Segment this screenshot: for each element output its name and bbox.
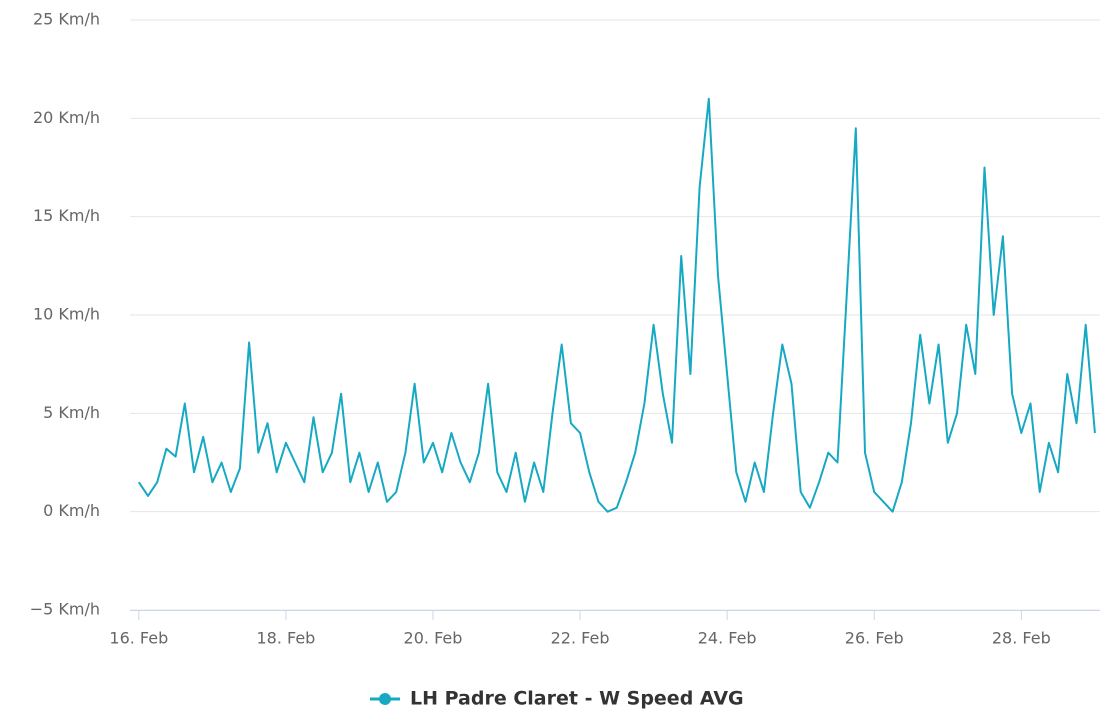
y-tick-label: 15 Km/h — [33, 206, 100, 225]
x-tick-label: 16. Feb — [109, 629, 168, 648]
x-tick-label: 24. Feb — [698, 629, 757, 648]
x-tick-label: 20. Feb — [404, 629, 463, 648]
y-tick-label: 25 Km/h — [33, 10, 100, 29]
series-line — [137, 97, 1096, 513]
legend[interactable]: LH Padre Claret - W Speed AVG — [370, 688, 744, 710]
legend-label[interactable]: LH Padre Claret - W Speed AVG — [410, 688, 744, 710]
x-tick-label: 18. Feb — [256, 629, 315, 648]
y-tick-label: −5 Km/h — [30, 600, 100, 619]
y-tick-label: 5 Km/h — [43, 403, 100, 422]
y-tick-label: 0 Km/h — [43, 501, 100, 520]
y-tick-label: 20 Km/h — [33, 108, 100, 127]
x-tick-label: 28. Feb — [992, 629, 1051, 648]
legend-marker — [379, 693, 391, 705]
x-tick-label: 22. Feb — [551, 629, 610, 648]
y-tick-label: 10 Km/h — [33, 305, 100, 324]
x-tick-label: 26. Feb — [845, 629, 904, 648]
